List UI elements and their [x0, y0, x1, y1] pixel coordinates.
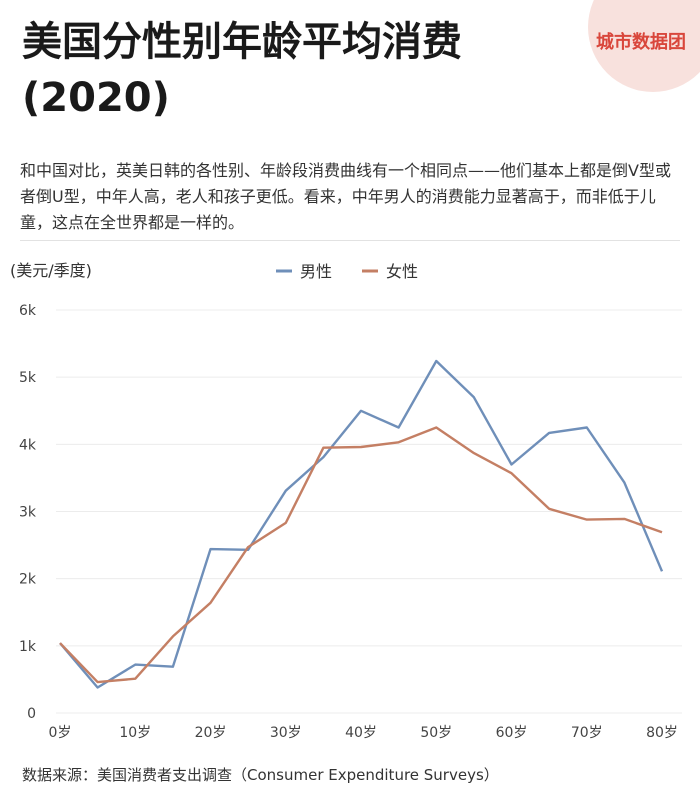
y-tick-label: 4k: [19, 437, 37, 453]
grid: [56, 309, 682, 714]
chart-description: 和中国对比，英美日韩的各性别、年龄段消费曲线有一个相同点——他们基本上都是倒V型…: [20, 161, 671, 232]
x-tick-label: 30岁: [270, 725, 302, 741]
y-tick-label: 3k: [19, 505, 37, 521]
series-lines: [59, 359, 664, 689]
chart-title: 美国分性别年龄平均消费(2020): [22, 19, 462, 121]
y-axis-label: (美元/季度): [10, 261, 92, 280]
legend-label: 男性: [300, 262, 332, 281]
y-tick-label: 2k: [19, 572, 37, 588]
series-line-female: [59, 426, 663, 684]
divider: [20, 240, 680, 241]
x-tick-label: 40岁: [345, 725, 377, 741]
y-tick-label: 5k: [19, 370, 37, 386]
x-tick-label: 10岁: [119, 725, 151, 741]
x-tick-label: 60岁: [496, 725, 528, 741]
x-tick-label: 20岁: [195, 725, 227, 741]
x-tick-label: 50岁: [420, 725, 452, 741]
brand-logo: 城市数据团: [570, 0, 700, 110]
data-source: 数据来源：美国消费者支出调查（Consumer Expenditure Surv…: [22, 766, 499, 784]
x-tick-label: 80岁: [646, 725, 678, 741]
x-tick-label: 70岁: [571, 725, 603, 741]
y-tick-label: 1k: [19, 639, 37, 655]
axis-ticks: 0 1k 2k 3k 4k 5k 6k 0岁 10岁 20岁 30岁 40岁 50岁 60岁 70岁 80岁: [19, 303, 678, 741]
y-tick-label: 0: [27, 706, 36, 722]
series-line-male: [59, 359, 664, 689]
y-tick-label: 6k: [19, 303, 37, 319]
legend: 男性 女性: [276, 262, 418, 281]
x-tick-label: 0岁: [49, 725, 72, 741]
brand-name: 城市数据团: [596, 32, 686, 53]
legend-label: 女性: [386, 262, 418, 281]
line-chart: (美元/季度) 男性 女性 0 1k 2k 3k 4k 5k 6k 0岁 10岁 20岁 30岁 40岁…: [10, 261, 682, 741]
